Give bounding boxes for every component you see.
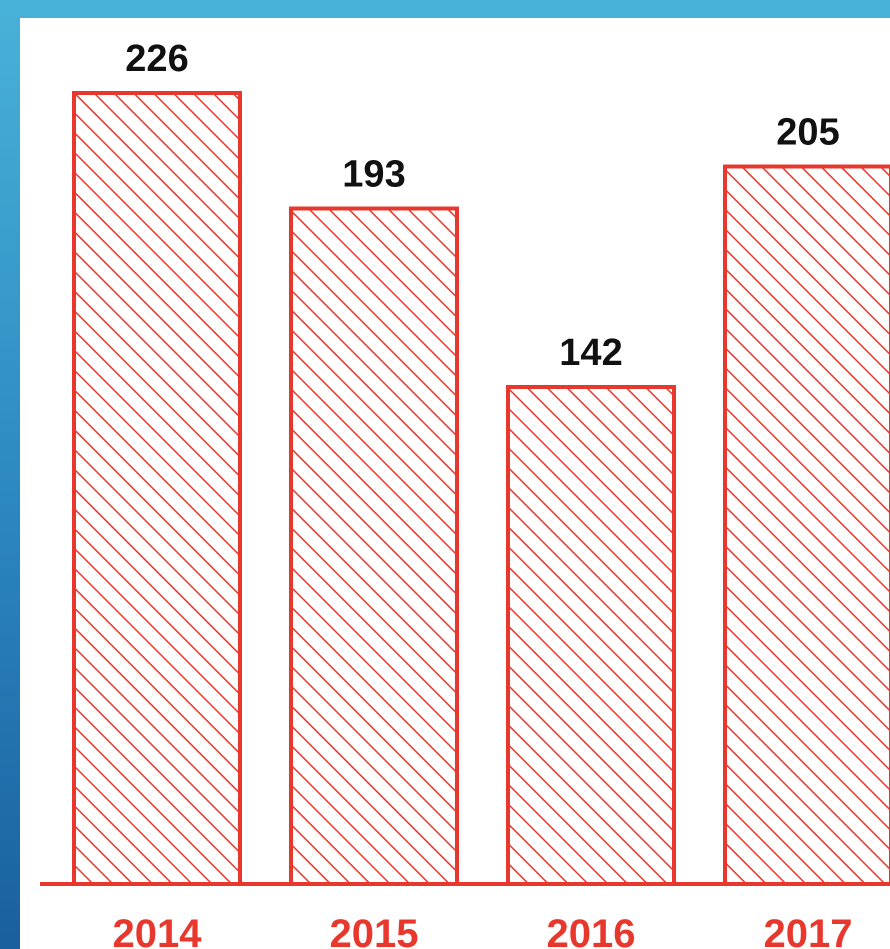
category-label-2016: 2016 — [547, 912, 636, 949]
bar-2014 — [72, 91, 242, 886]
category-label-2015: 2015 — [330, 912, 419, 949]
value-label-2014: 226 — [125, 38, 188, 80]
bar-2017 — [723, 164, 890, 886]
category-label-2017: 2017 — [764, 912, 853, 949]
bar-2015 — [289, 206, 459, 886]
bars — [72, 91, 890, 886]
category-label-2014: 2014 — [113, 912, 203, 949]
value-label-2017: 205 — [776, 112, 839, 154]
value-label-2016: 142 — [559, 332, 622, 374]
labels: 226 2014 193 2015 142 2016 205 2017 — [113, 38, 853, 949]
value-label-2015: 193 — [342, 154, 405, 196]
bar-2016 — [506, 385, 676, 886]
